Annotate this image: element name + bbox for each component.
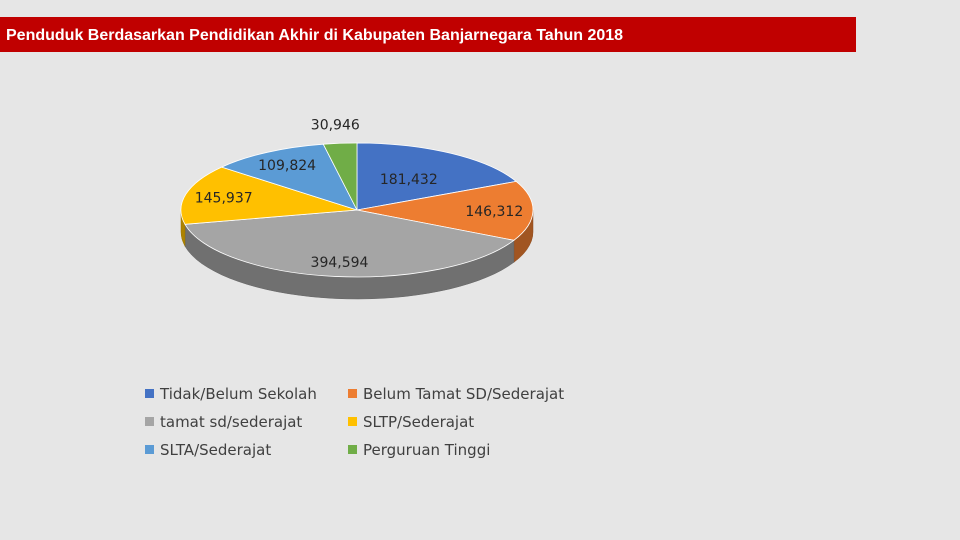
- data-label-1: 146,312: [465, 204, 523, 220]
- data-label-0: 181,432: [380, 172, 438, 188]
- legend-label: Tidak/Belum Sekolah: [160, 384, 317, 403]
- pie-slice-3: [180, 166, 358, 225]
- legend-swatch: [348, 445, 357, 454]
- chart-legend: Tidak/Belum Sekolah Belum Tamat SD/Seder…: [145, 383, 605, 460]
- pie-slice-5: [322, 142, 358, 211]
- legend-item-belum-tamat-sd: Belum Tamat SD/Sederajat: [348, 383, 578, 404]
- legend-label: Perguruan Tinggi: [363, 440, 491, 459]
- legend-item-tidak-belum-sekolah: Tidak/Belum Sekolah: [145, 383, 348, 404]
- data-label-4: 109,824: [258, 158, 316, 174]
- data-label-2: 394,594: [311, 255, 369, 271]
- legend-swatch: [145, 417, 154, 426]
- legend-swatch: [145, 389, 154, 398]
- legend-item-perguruan-tinggi: Perguruan Tinggi: [348, 439, 578, 460]
- legend-swatch: [145, 445, 154, 454]
- pie-slice-0: [356, 142, 518, 211]
- legend-swatch: [348, 417, 357, 426]
- legend-swatch: [348, 389, 357, 398]
- slide-title: Penduduk Berdasarkan Pendidikan Akhir di…: [0, 17, 856, 52]
- pie-slice-1: [356, 180, 534, 241]
- legend-item-sltp: SLTP/Sederajat: [348, 411, 578, 432]
- legend-item-slta: SLTA/Sederajat: [145, 439, 348, 460]
- data-label-3: 145,937: [195, 191, 253, 207]
- legend-label: SLTA/Sederajat: [160, 440, 272, 459]
- pie-slice-2: [184, 209, 515, 278]
- data-label-5: 30,946: [311, 118, 360, 134]
- legend-label: tamat sd/sederajat: [160, 412, 303, 431]
- legend-item-tamat-sd: tamat sd/sederajat: [145, 411, 348, 432]
- legend-label: SLTP/Sederajat: [363, 412, 475, 431]
- pie-slice-4: [220, 143, 358, 211]
- legend-label: Belum Tamat SD/Sederajat: [363, 384, 565, 403]
